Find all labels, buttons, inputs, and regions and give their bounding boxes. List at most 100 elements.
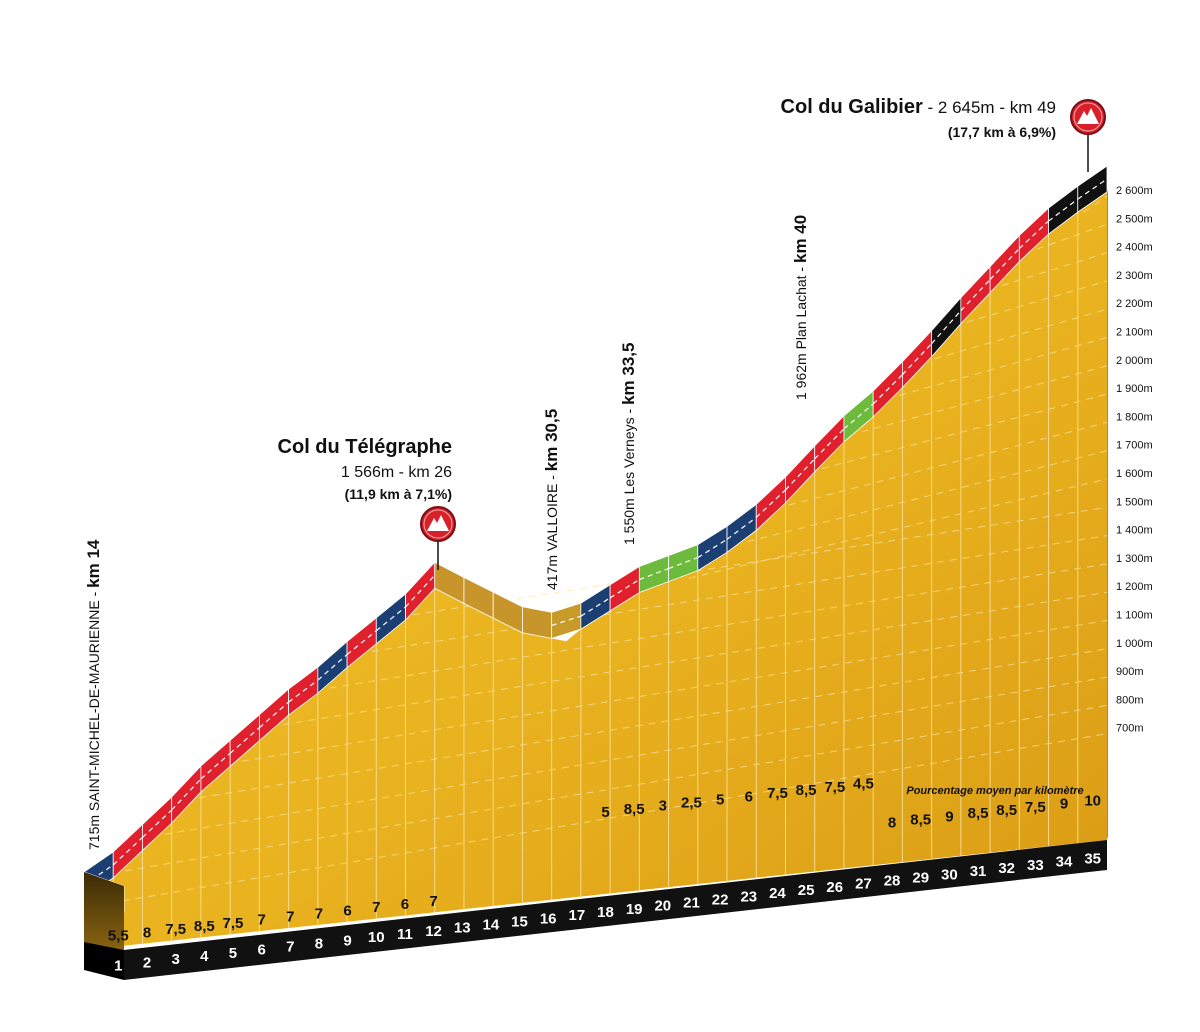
- km-label: 4: [200, 948, 209, 965]
- gradient-label: 8,5: [624, 801, 645, 818]
- road-centerline: [346, 630, 377, 656]
- gradient-label: 8,5: [996, 802, 1017, 819]
- road-centerline: [258, 701, 289, 729]
- gradient-label: 7,5: [223, 915, 244, 932]
- altitude-tick-label: 2 100m: [1116, 327, 1153, 339]
- km-label: 12: [425, 923, 442, 940]
- altitude-tick-label: 1 500m: [1116, 496, 1153, 508]
- gradient-label: 10: [1084, 793, 1101, 810]
- road-centerline: [200, 752, 231, 780]
- altitude-guide: [241, 620, 1108, 762]
- km-label: 3: [171, 951, 179, 968]
- km-label: 5: [229, 945, 237, 962]
- road-centerline: [697, 538, 728, 559]
- road-centerline: [288, 679, 319, 703]
- verneys-label-km: km 33,5: [619, 343, 638, 405]
- start-label-place: 715m SAINT-MICHEL-DE-MAURIENNE -: [86, 588, 102, 850]
- altitude-guide: [966, 280, 1108, 323]
- altitude-tick-label: 1 200m: [1116, 581, 1153, 593]
- road-centerline: [901, 343, 933, 376]
- road-centerline: [814, 428, 845, 460]
- km-label: 18: [597, 904, 614, 921]
- gradient-label: 2,5: [681, 795, 702, 812]
- telegraphe-summit: Col du Télégraphe 1 566m - km 26 (11,9 k…: [278, 436, 456, 570]
- altitude-tick-label: 800m: [1116, 694, 1144, 706]
- altitude-tick-label: 1 100m: [1116, 610, 1153, 622]
- km-label: 20: [654, 898, 671, 915]
- km-label: 15: [511, 913, 528, 930]
- km-label: 16: [540, 910, 557, 927]
- gradient-label: 5: [716, 791, 724, 808]
- road-centerline: [229, 727, 260, 754]
- terrain-right-wall: [1107, 190, 1108, 840]
- km-label: 29: [912, 869, 929, 886]
- km-label: 13: [454, 920, 471, 937]
- km-label: 26: [826, 879, 843, 896]
- km-label: 19: [626, 901, 643, 918]
- road-centerline: [726, 516, 757, 540]
- altitude-guide: [282, 591, 1108, 726]
- road-centerline: [785, 458, 816, 491]
- gradient-label: 4,5: [853, 776, 874, 793]
- km-label: 27: [855, 876, 872, 893]
- lachat-label-km: km 40: [791, 215, 810, 263]
- road-centerline: [1048, 198, 1079, 222]
- gradient-labels: 5,5 8 7,5 8,5 7,5 7 7 7 6 7 6 7 5 8,5 3 2,5 5 6 7,5 8,5 7,5 4…: [108, 776, 1101, 945]
- gradient-label: 5,5: [108, 927, 129, 944]
- galibier-line1: Col du Galibier - 2 645m - km 49: [781, 96, 1056, 118]
- gradient-label: 7: [257, 912, 265, 929]
- road-segment: [522, 606, 553, 639]
- km-base-side: [84, 942, 124, 980]
- start-label: 715m SAINT-MICHEL-DE-MAURIENNE - km 14: [84, 539, 103, 850]
- altitude-tick-label: 2 500m: [1116, 213, 1153, 225]
- altitude-guide: [788, 421, 1108, 506]
- km-label: 14: [483, 917, 500, 934]
- gradient-label: 7,5: [165, 921, 186, 938]
- km-label: 2: [143, 954, 151, 971]
- terrain-left-wall: [84, 872, 124, 952]
- gradient-label: 8,5: [194, 918, 215, 935]
- telegraphe-alt: 1 566m - km 26: [341, 464, 452, 481]
- road-centerline: [171, 778, 202, 811]
- altitude-tick-label: 2 300m: [1116, 270, 1153, 282]
- start-label-km: km 14: [84, 539, 103, 588]
- road-centerline: [580, 597, 611, 617]
- altitude-tick-label: 900m: [1116, 666, 1144, 678]
- altitude-guide: [861, 365, 1108, 433]
- grid-lines: [83, 195, 1108, 947]
- road-centerline: [142, 809, 173, 838]
- altitude-guide: [164, 676, 1108, 835]
- road-centerline: [317, 654, 348, 681]
- km-label: 17: [568, 907, 585, 924]
- lachat-label-place: 1 962m Plan Lachat -: [793, 263, 809, 400]
- gradient-label: 8,5: [968, 805, 989, 822]
- km-label: 34: [1056, 854, 1073, 871]
- road-centerline: [843, 403, 874, 430]
- verneys-label-place: 1 550m Les Verneys -: [621, 405, 637, 545]
- km-label: 21: [683, 895, 700, 912]
- altitude-tick-label: 2 600m: [1116, 185, 1153, 197]
- km-label: 8: [315, 935, 323, 952]
- gradient-label: 7: [315, 905, 323, 922]
- gradient-label: 7,5: [767, 785, 788, 802]
- altitude-guide: [124, 704, 1108, 872]
- km-label: 33: [1027, 857, 1044, 874]
- altitude-tick-label: 2 400m: [1116, 242, 1153, 254]
- gradient-label: 6: [401, 896, 409, 913]
- altitude-tick-label: 1 000m: [1116, 638, 1153, 650]
- terrain-body: [84, 192, 1107, 950]
- altitude-guide: [899, 337, 1108, 396]
- km-label: 28: [884, 873, 901, 890]
- gradient-label: 6: [745, 788, 753, 805]
- road-centerline: [375, 606, 406, 632]
- galibier-summit: Col du Galibier - 2 645m - km 49 (17,7 k…: [781, 96, 1106, 172]
- legend-note: Pourcentage moyen par kilomètre: [906, 785, 1083, 797]
- km-label: 10: [368, 929, 385, 946]
- road-centerline: [931, 310, 962, 345]
- gradient-label: 6: [343, 902, 351, 919]
- km-label: 25: [798, 882, 815, 899]
- altitude-axis: 2 600m 2 500m 2 400m 2 300m 2 200m 2 100m 2 00…: [1116, 185, 1153, 735]
- gradient-label: 5: [601, 804, 609, 821]
- road-centerline: [989, 248, 1020, 281]
- altitude-tick-label: 2 200m: [1116, 298, 1153, 310]
